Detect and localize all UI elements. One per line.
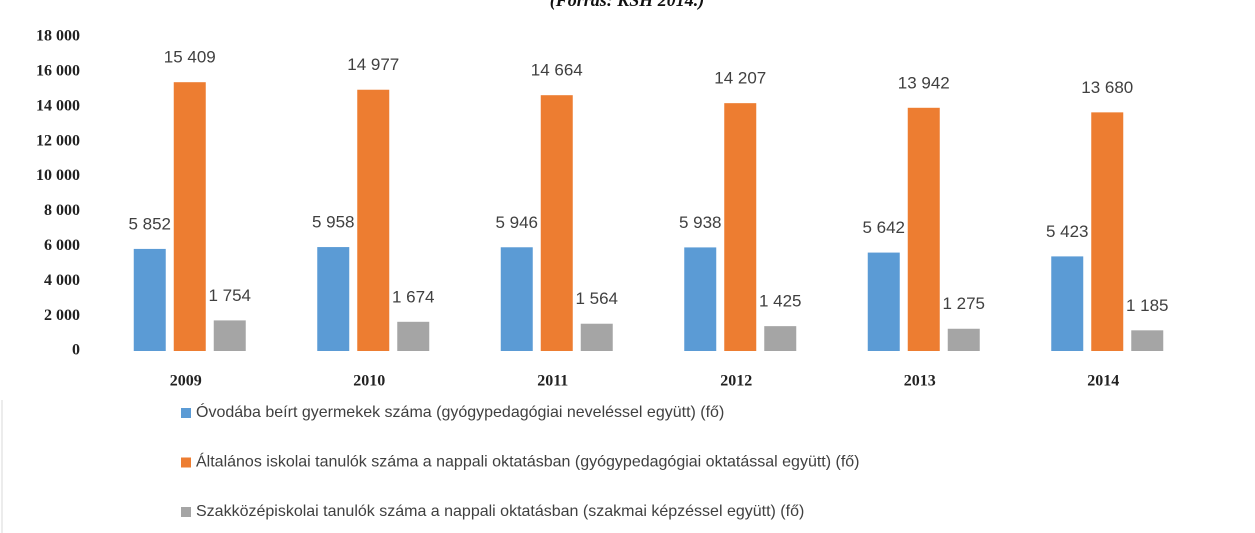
legend-swatch: [181, 408, 191, 418]
bar: [764, 326, 797, 351]
x-tick-label: 2010: [353, 373, 385, 390]
value-label: 1 754: [208, 286, 251, 305]
y-tick-label: 12 000: [36, 132, 80, 149]
y-tick-label: 4 000: [44, 272, 80, 289]
bar: [357, 89, 390, 351]
value-label: 5 938: [679, 213, 722, 232]
value-label: 15 409: [164, 48, 216, 67]
bar: [397, 321, 430, 351]
value-label: 5 946: [495, 213, 538, 232]
value-label: 1 425: [759, 292, 802, 311]
value-label: 14 664: [531, 61, 583, 80]
legend-swatch: [181, 507, 191, 517]
x-tick-label: 2012: [720, 373, 752, 390]
y-tick-label: 14 000: [36, 97, 80, 114]
value-label: 13 680: [1081, 78, 1133, 97]
value-label: 14 207: [714, 69, 766, 88]
value-label: 1 674: [392, 287, 435, 306]
bar: [1051, 256, 1084, 351]
bar: [1131, 330, 1164, 351]
x-tick-label: 2009: [170, 373, 202, 390]
bar: [540, 95, 573, 351]
y-tick-label: 18 000: [36, 28, 80, 45]
bar: [213, 320, 246, 351]
legend-label: Általános iskolai tanulók száma a nappal…: [196, 452, 860, 471]
bar: [1091, 112, 1124, 351]
legend-swatch: [181, 457, 191, 468]
legend-label: Szakközépiskolai tanulók száma a nappali…: [196, 503, 804, 520]
x-tick-label: 2011: [537, 373, 568, 390]
y-tick-label: 2 000: [44, 307, 80, 324]
y-tick-label: 16 000: [36, 63, 80, 80]
value-label: 1 564: [575, 289, 618, 308]
y-tick-label: 0: [72, 342, 80, 359]
bar: [907, 107, 940, 352]
x-tick-label: 2014: [1087, 373, 1119, 390]
bar: [580, 323, 613, 351]
value-label: 5 642: [862, 218, 905, 237]
legend-label: Óvodába beírt gyermekek száma (gyógypeda…: [196, 402, 724, 421]
value-label: 5 852: [128, 214, 171, 233]
y-tick-label: 10 000: [36, 167, 80, 184]
x-tick-label: 2013: [904, 373, 936, 390]
bar: [500, 247, 533, 351]
value-label: 5 423: [1046, 222, 1089, 241]
value-label: 14 977: [347, 55, 399, 74]
value-label: 5 958: [312, 213, 355, 232]
y-tick-label: 8 000: [44, 202, 80, 219]
bar: [947, 328, 980, 351]
bar: [133, 248, 166, 351]
value-label: 1 185: [1126, 296, 1169, 315]
bar: [724, 103, 757, 351]
bar: [867, 252, 900, 351]
bar: [317, 247, 350, 351]
chart-title: (Forrás: KSH 2014.): [550, 0, 705, 11]
y-tick-label: 6 000: [44, 237, 80, 254]
bar: [173, 82, 206, 352]
value-label: 1 275: [942, 294, 985, 313]
value-label: 13 942: [898, 73, 950, 92]
bar: [684, 247, 717, 351]
